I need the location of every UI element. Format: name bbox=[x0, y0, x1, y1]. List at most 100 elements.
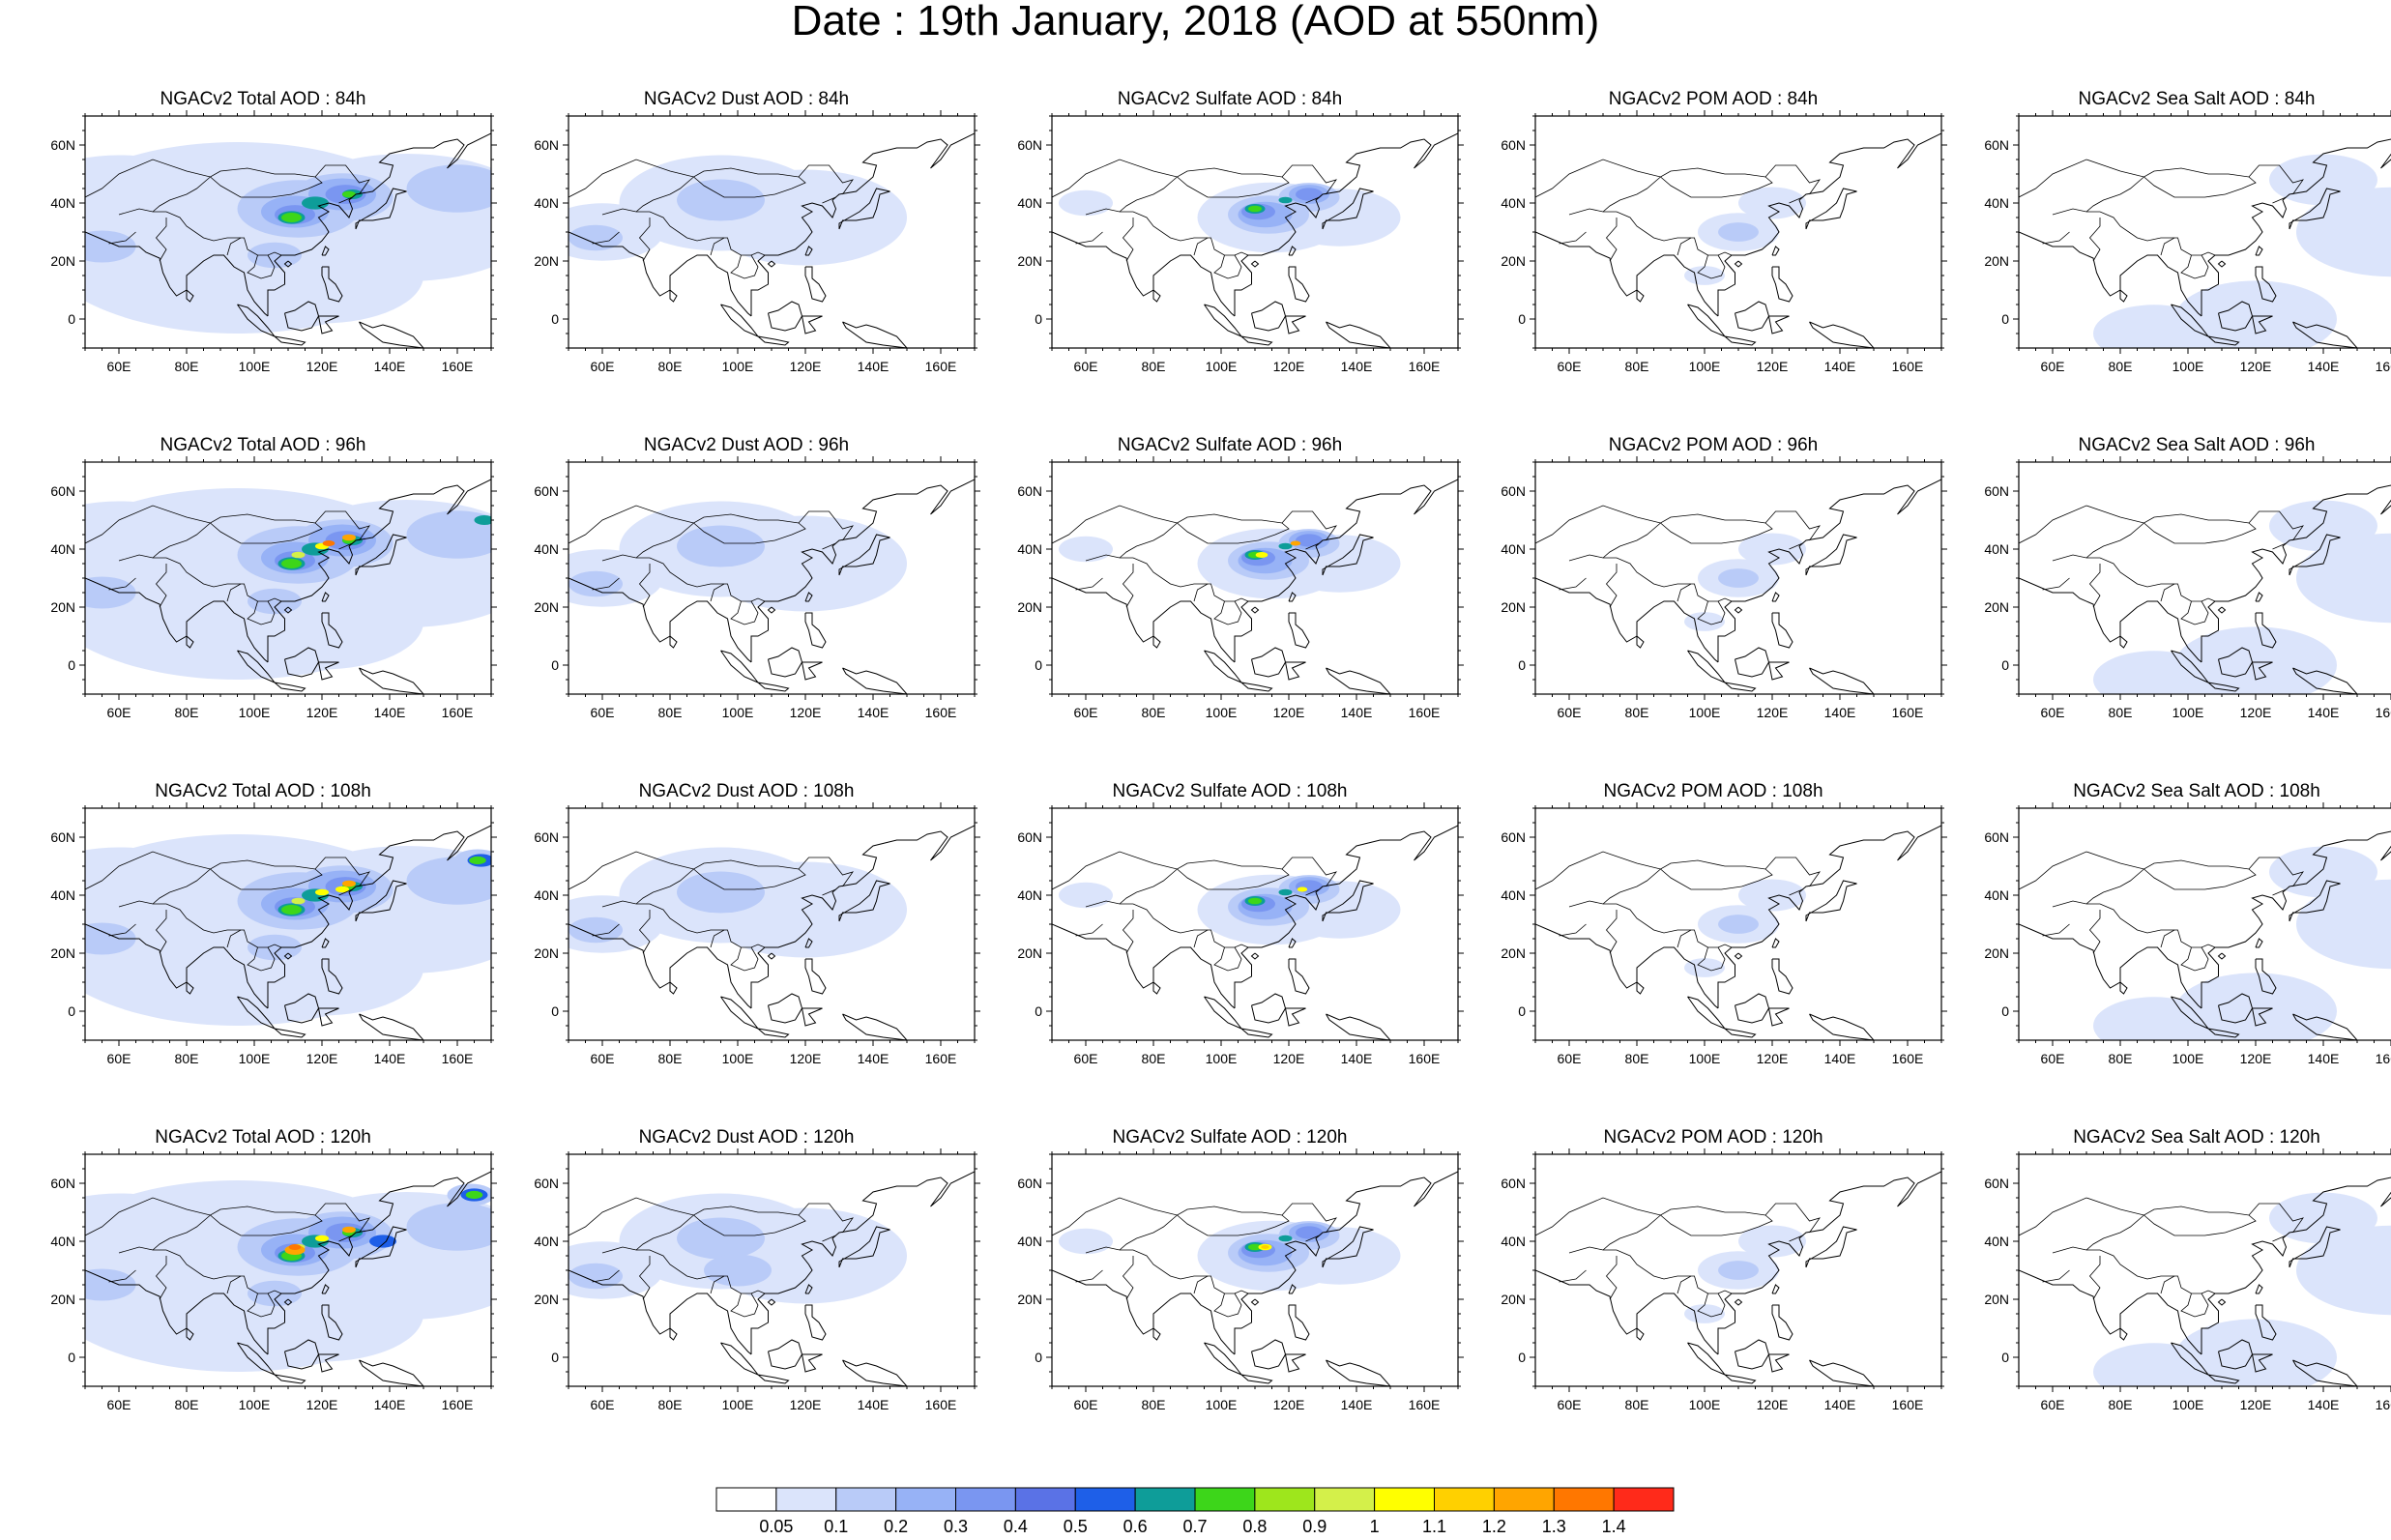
map-panel-seasalt-120h: NGACv2 Sea Salt AOD : 120h 60E 80E 100E 120E… bbox=[1974, 1127, 2391, 1470]
border bbox=[2143, 1214, 2257, 1236]
border bbox=[2052, 208, 2216, 256]
coastline bbox=[1717, 132, 1941, 316]
lon-tick-label: 120E bbox=[2240, 705, 2272, 720]
border bbox=[1605, 910, 1618, 954]
coastline bbox=[359, 321, 424, 348]
coastlines bbox=[1052, 132, 1458, 348]
coastline bbox=[237, 996, 276, 1030]
map-plot: 60E 80E 100E 120E 140E 160E 0 20N 40N 60N bbox=[50, 110, 497, 374]
coastline bbox=[1326, 1359, 1391, 1386]
lat-tick-label: 0 bbox=[1035, 1350, 1042, 1365]
coastline bbox=[1326, 321, 1391, 348]
lon-tick-label: 80E bbox=[658, 359, 683, 374]
lat-tick-label: 40N bbox=[534, 541, 559, 557]
border bbox=[2088, 910, 2101, 954]
lon-tick-label: 60E bbox=[107, 705, 131, 720]
coastline bbox=[1234, 479, 1458, 662]
border bbox=[1052, 505, 1337, 544]
aod-contour bbox=[2269, 500, 2377, 552]
colorbar-label: 0.05 bbox=[759, 1517, 793, 1535]
panel-title: NGACv2 POM AOD : 84h bbox=[1608, 89, 1819, 109]
map-panel-total-84h: NGACv2 Total AOD : 84h 60E 80E 100E 120E 140E… bbox=[41, 89, 519, 432]
colorbar-swatch bbox=[1014, 1487, 1076, 1512]
aod-contour bbox=[2093, 1343, 2215, 1386]
lat-tick-label: 40N bbox=[1984, 1234, 2009, 1249]
coastline bbox=[569, 1269, 752, 1355]
border bbox=[1697, 600, 1726, 625]
coastline bbox=[802, 315, 823, 334]
lon-tick-label: 120E bbox=[1273, 705, 1305, 720]
coastline bbox=[2019, 231, 2202, 317]
lon-tick-label: 120E bbox=[790, 1397, 822, 1412]
coastline bbox=[1250, 606, 1260, 614]
border bbox=[1119, 522, 1178, 559]
aod-contour bbox=[1296, 534, 1323, 547]
border bbox=[210, 522, 323, 544]
aod-contour bbox=[1718, 1261, 1759, 1280]
coastline bbox=[750, 825, 975, 1008]
coastline bbox=[1687, 1342, 1726, 1376]
border bbox=[1085, 1246, 1249, 1294]
coastline bbox=[2201, 138, 2391, 316]
coastline bbox=[720, 304, 759, 337]
map-panel-dust-120h: NGACv2 Dust AOD : 120h 60E 80E 100E 120E 140E… bbox=[524, 1127, 1003, 1470]
lon-tick-label: 160E bbox=[925, 359, 957, 374]
lat-tick-label: 60N bbox=[534, 483, 559, 499]
aod-field bbox=[85, 462, 491, 694]
lon-tick-label: 80E bbox=[1142, 359, 1166, 374]
colorbar-label: 0.4 bbox=[1004, 1517, 1028, 1535]
border bbox=[1697, 254, 1726, 279]
aod-contour bbox=[1248, 205, 1262, 213]
panel-title: NGACv2 POM AOD : 120h bbox=[1603, 1127, 1823, 1148]
lon-tick-label: 100E bbox=[1689, 1397, 1721, 1412]
lat-tick-label: 0 bbox=[2001, 1003, 2009, 1019]
lon-tick-label: 60E bbox=[107, 1051, 131, 1066]
map-plot: 60E 80E 100E 120E 140E 160E 0 20N 40N 60N bbox=[1017, 110, 1464, 374]
border bbox=[2272, 888, 2287, 896]
coastline bbox=[1768, 1007, 1790, 1027]
coastline bbox=[1734, 606, 1743, 614]
lat-tick-label: 60N bbox=[1984, 1176, 2009, 1191]
border bbox=[1559, 1269, 1587, 1283]
border bbox=[1305, 1235, 1320, 1242]
border bbox=[1677, 237, 1692, 256]
lat-tick-label: 60N bbox=[1984, 483, 2009, 499]
lon-tick-label: 160E bbox=[1409, 1051, 1441, 1066]
border bbox=[1605, 564, 1618, 608]
lat-tick-label: 40N bbox=[1017, 1234, 1042, 1249]
coastline bbox=[1204, 304, 1242, 337]
map-plot: 60E 80E 100E 120E 140E 160E 0 20N 40N 60N bbox=[1984, 802, 2391, 1066]
colorbar-label: 0.1 bbox=[824, 1517, 848, 1535]
map-panel-sulfate-120h: NGACv2 Sulfate AOD : 120h 60E 80E 100E 120E 1… bbox=[1007, 1127, 1486, 1470]
border bbox=[108, 923, 136, 937]
coastline bbox=[767, 1298, 776, 1306]
lat-tick-label: 20N bbox=[50, 599, 75, 615]
lon-tick-label: 60E bbox=[107, 1397, 131, 1412]
aod-field bbox=[1535, 808, 1941, 1040]
border bbox=[592, 577, 620, 591]
lat-tick-label: 60N bbox=[1017, 1176, 1042, 1191]
border bbox=[118, 554, 282, 602]
coastline bbox=[1204, 650, 1242, 683]
lat-tick-label: 60N bbox=[1017, 829, 1042, 845]
lon-tick-label: 100E bbox=[1689, 359, 1721, 374]
coastline bbox=[802, 1007, 823, 1027]
coastline bbox=[237, 650, 276, 683]
lon-tick-label: 120E bbox=[2240, 1397, 2272, 1412]
coastline bbox=[2292, 1359, 2358, 1386]
coastlines bbox=[1535, 132, 1941, 348]
coastline bbox=[2255, 612, 2277, 649]
coastline bbox=[1724, 682, 1757, 692]
border bbox=[118, 900, 282, 948]
coastline bbox=[720, 1342, 759, 1376]
coastline bbox=[1152, 981, 1161, 995]
lon-tick-label: 140E bbox=[1824, 1397, 1856, 1412]
coastline bbox=[1152, 289, 1161, 303]
lat-tick-label: 60N bbox=[534, 137, 559, 153]
map-panel-seasalt-108h: NGACv2 Sea Salt AOD : 108h 60E 80E 100E 120E… bbox=[1974, 781, 2391, 1124]
border bbox=[1119, 868, 1178, 905]
lon-tick-label: 80E bbox=[1142, 1051, 1166, 1066]
lat-tick-label: 0 bbox=[1518, 1350, 1526, 1365]
lon-tick-label: 120E bbox=[306, 1397, 338, 1412]
lon-tick-label: 140E bbox=[1341, 1397, 1373, 1412]
